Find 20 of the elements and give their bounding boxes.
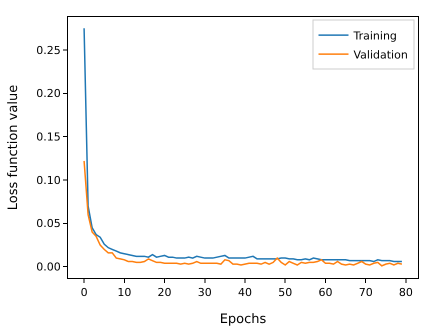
x-tick-label: 40 [238,286,252,300]
x-tick-label: 50 [278,286,292,300]
y-tick-label: 0.25 [36,44,61,57]
y-tick-label: 0.00 [36,260,61,274]
legend-label: Training [352,29,397,42]
x-tick-label: 30 [198,286,212,300]
y-tick-label: 0.05 [36,217,61,230]
y-tick-label: 0.10 [36,174,61,187]
y-axis-title: Loss function value [6,84,22,210]
x-tick-label: 10 [117,286,132,300]
y-tick-label: 0.15 [36,130,61,144]
y-tick-label: 0.20 [36,87,61,100]
legend-label: Validation [354,48,408,62]
x-axis-title: Epochs [220,312,267,327]
x-tick-label: 60 [318,286,332,300]
x-tick-label: 20 [158,286,172,300]
line-series [83,160,403,267]
x-tick-label: 0 [80,286,88,300]
x-tick-label: 70 [358,286,373,300]
x-tick-label: 80 [398,286,413,300]
